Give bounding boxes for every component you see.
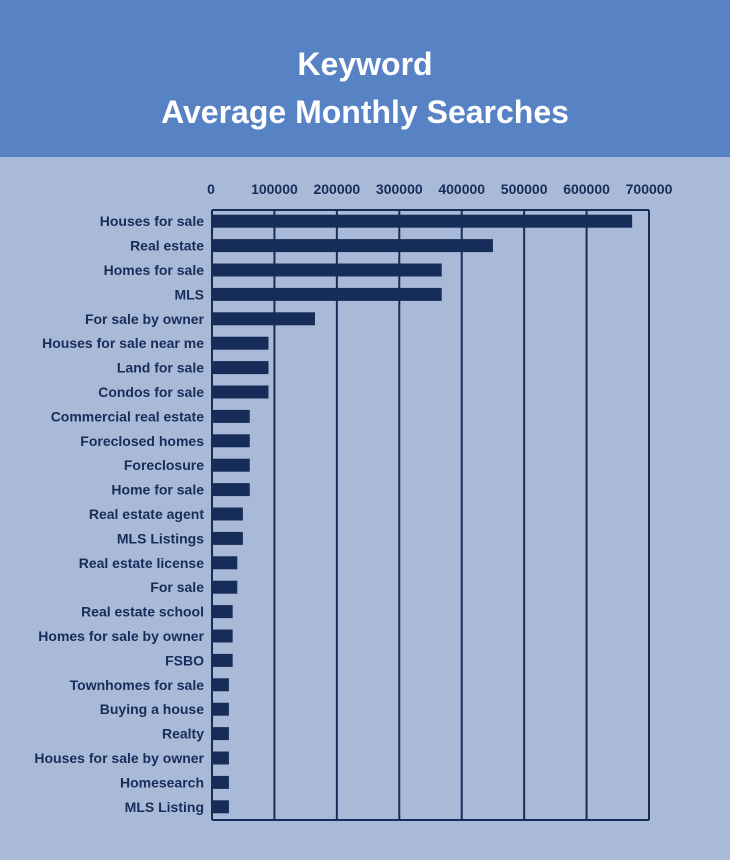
bar	[212, 288, 442, 301]
x-tick-label: 400000	[438, 181, 485, 197]
category-label: For sale by owner	[85, 311, 205, 327]
bar	[212, 630, 233, 643]
category-label: Condos for sale	[98, 384, 204, 400]
bar	[212, 678, 229, 691]
category-label: MLS	[174, 286, 204, 302]
category-label: Real estate	[130, 238, 204, 254]
bar	[212, 361, 268, 374]
bar	[212, 752, 229, 765]
bar	[212, 556, 237, 569]
category-label: Homes for sale	[104, 262, 205, 278]
category-label: Houses for sale by owner	[34, 750, 204, 766]
category-label: Commercial real estate	[51, 408, 205, 424]
category-label: Realty	[162, 726, 204, 742]
category-label: Foreclosure	[124, 457, 204, 473]
x-tick-label: 200000	[313, 181, 360, 197]
category-label: Houses for sale near me	[42, 335, 204, 351]
x-tick-label: 700000	[626, 181, 673, 197]
category-label: MLS Listings	[117, 530, 204, 546]
bar	[212, 264, 442, 277]
bar	[212, 581, 237, 594]
category-label: Homesearch	[120, 774, 204, 790]
category-label: MLS Listing	[125, 799, 204, 815]
category-label: For sale	[150, 579, 204, 595]
bar	[212, 239, 493, 252]
x-tick-label: 300000	[376, 181, 423, 197]
category-label: Land for sale	[117, 360, 204, 376]
category-label: Buying a house	[100, 701, 204, 717]
x-tick-label: 600000	[563, 181, 610, 197]
category-label: FSBO	[165, 652, 204, 668]
category-label: Home for sale	[111, 482, 204, 498]
bar	[212, 532, 243, 545]
x-tick-label: 100000	[251, 181, 298, 197]
bar	[212, 605, 233, 618]
bar	[212, 434, 250, 447]
category-label: Houses for sale	[100, 213, 204, 229]
bar	[212, 312, 315, 325]
bar	[212, 703, 229, 716]
bar	[212, 508, 243, 521]
bar	[212, 215, 632, 228]
bar	[212, 337, 268, 350]
category-label: Real estate school	[81, 604, 204, 620]
bar	[212, 800, 229, 813]
bar	[212, 459, 250, 472]
category-label: Homes for sale by owner	[38, 628, 204, 644]
bar	[212, 386, 268, 399]
bar	[212, 483, 250, 496]
bar	[212, 776, 229, 789]
category-label: Foreclosed homes	[80, 433, 204, 449]
bar	[212, 410, 250, 423]
category-label: Real estate license	[79, 555, 205, 571]
bar	[212, 654, 233, 667]
x-tick-label: 0	[207, 181, 215, 197]
bar	[212, 727, 229, 740]
category-label: Townhomes for sale	[70, 677, 205, 693]
x-tick-label: 500000	[501, 181, 548, 197]
category-label: Real estate agent	[89, 506, 204, 522]
